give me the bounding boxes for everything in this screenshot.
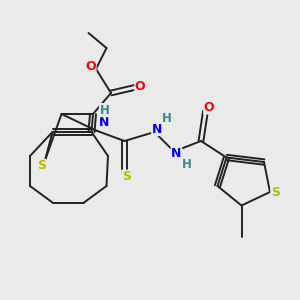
Text: N: N (152, 122, 162, 136)
Text: H: H (100, 103, 109, 117)
Text: O: O (85, 60, 96, 73)
Text: O: O (204, 101, 214, 114)
Text: H: H (162, 112, 172, 125)
Text: N: N (99, 116, 110, 129)
Text: O: O (135, 80, 146, 93)
Text: N: N (171, 147, 182, 161)
Text: H: H (182, 158, 191, 171)
Text: S: S (37, 159, 46, 172)
Text: S: S (271, 186, 280, 199)
Text: S: S (122, 170, 131, 183)
